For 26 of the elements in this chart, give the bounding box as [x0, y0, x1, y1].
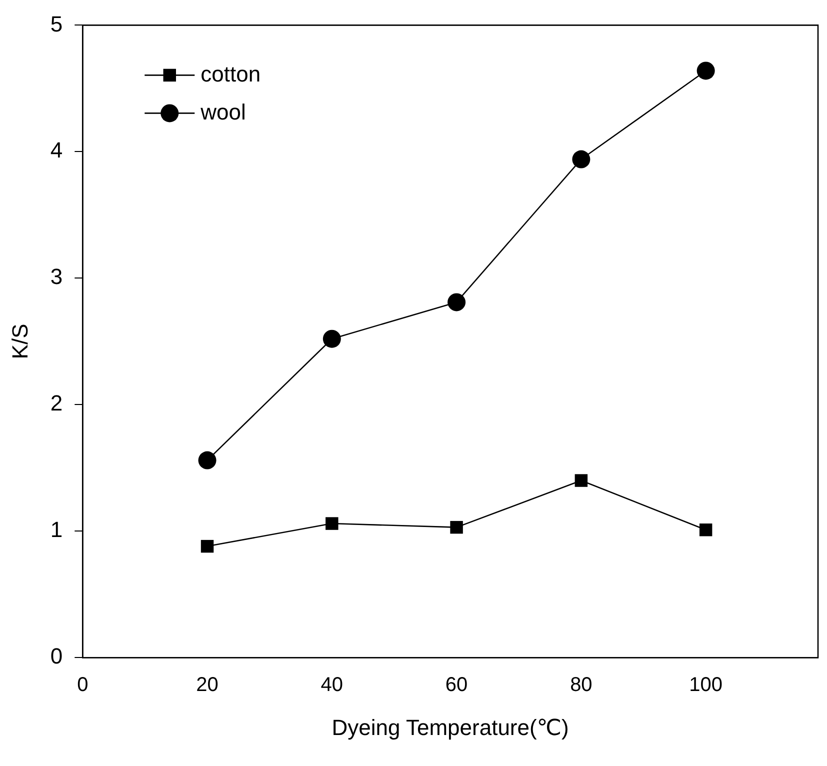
point	[450, 520, 463, 534]
point	[200, 540, 214, 553]
x-tick-label: 60	[445, 674, 468, 696]
point	[574, 474, 588, 487]
point	[696, 62, 715, 80]
point	[572, 150, 590, 168]
x-tick-label: 100	[689, 674, 723, 696]
y-tick-label: 2	[50, 390, 63, 416]
y-tick-label: 3	[50, 264, 63, 290]
point	[448, 293, 466, 312]
y-tick-label: 0	[50, 644, 63, 669]
y-tick-label: 4	[50, 138, 63, 163]
x-tick-label: 0	[77, 674, 88, 696]
x-tick-label: 20	[196, 674, 218, 696]
point	[198, 451, 216, 470]
y-axis-title: K/S	[7, 324, 32, 360]
y-tick-label: 5	[50, 11, 63, 36]
x-tick-label: 80	[570, 674, 592, 696]
legend-label: cotton	[200, 61, 261, 86]
point	[322, 330, 341, 348]
point	[326, 517, 338, 530]
x-tick-label: 40	[320, 674, 344, 696]
point	[699, 523, 712, 536]
y-tick-label: 1	[50, 517, 63, 542]
x-axis-title: Dyeing Temperature(℃)	[332, 714, 569, 740]
legend-label: wool	[200, 99, 246, 124]
